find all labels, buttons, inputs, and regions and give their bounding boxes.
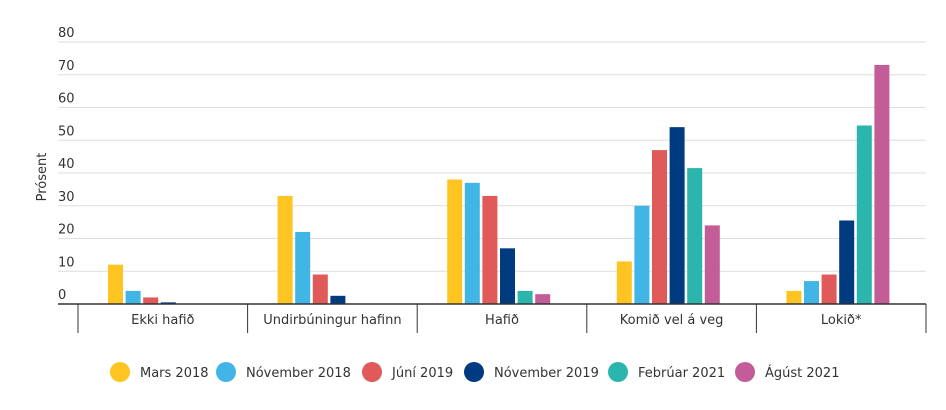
bar [821, 274, 837, 304]
legend-label: Mars 2018 [140, 366, 209, 381]
legend-item: Ágúst 2021 [735, 362, 839, 382]
bar [125, 290, 141, 304]
legend-item: Mars 2018 [110, 362, 209, 382]
bar [295, 231, 311, 304]
legend-item: Júní 2019 [362, 362, 453, 382]
bar [652, 150, 667, 304]
bar [687, 168, 703, 304]
bar [669, 127, 685, 305]
bar [856, 125, 872, 304]
legend-label: Febrúar 2021 [638, 366, 725, 381]
x-category-label: Komið vel á veg [620, 313, 724, 328]
bar [447, 179, 463, 304]
legend-label: Júní 2019 [391, 366, 453, 381]
legend-item: Febrúar 2021 [608, 362, 725, 382]
legend-label: Ágúst 2021 [765, 365, 839, 381]
y-tick-label: 60 [58, 92, 75, 107]
x-category-label: Undirbúningur hafinn [263, 313, 401, 328]
x-category-label: Hafið [485, 313, 519, 328]
legend-swatch [735, 362, 755, 382]
legend-label: Nóvember 2018 [246, 366, 351, 381]
y-tick-label: 0 [58, 288, 66, 303]
bar [330, 295, 346, 304]
bar [160, 302, 176, 304]
bar [143, 297, 159, 304]
bar [464, 182, 480, 304]
x-category-label: Lokið* [821, 313, 862, 328]
bar [517, 290, 533, 304]
y-axis-label: Prósent [35, 153, 50, 202]
bar [482, 195, 498, 304]
legend-swatch [608, 362, 628, 382]
legend: Mars 2018 Nóvember 2018 Júní 2019 Nóvember … [110, 362, 839, 382]
y-tick-label: 50 [58, 124, 75, 139]
legend-label: Nóvember 2019 [494, 366, 599, 381]
y-tick-label: 80 [58, 26, 75, 41]
y-tick-label: 40 [58, 157, 75, 172]
x-axis-categories: Ekki hafið Undirbúningur hafinn Hafið Komið… [131, 313, 862, 328]
y-tick-label: 30 [58, 190, 75, 205]
bar [786, 290, 802, 304]
y-tick-label: 10 [58, 255, 75, 270]
bar [535, 294, 551, 304]
legend-swatch [110, 362, 130, 382]
legend-swatch [362, 362, 382, 382]
x-axis [58, 303, 927, 333]
bar [804, 281, 819, 304]
bar [704, 225, 720, 304]
bar [277, 195, 293, 304]
bar [500, 248, 515, 304]
legend-item: Nóvember 2019 [464, 362, 599, 382]
bar [312, 274, 328, 304]
y-tick-label: 20 [58, 223, 75, 238]
bar [839, 220, 855, 304]
bar [874, 64, 890, 304]
y-axis-ticks: 0 10 20 30 40 50 60 70 80 [58, 26, 75, 303]
bar [108, 264, 123, 304]
bars [108, 64, 890, 305]
y-tick-label: 70 [58, 59, 75, 74]
legend-swatch [216, 362, 236, 382]
legend-item: Nóvember 2018 [216, 362, 351, 382]
bar [634, 205, 650, 304]
bar [616, 261, 632, 304]
legend-swatch [464, 362, 484, 382]
x-category-label: Ekki hafið [131, 313, 194, 328]
